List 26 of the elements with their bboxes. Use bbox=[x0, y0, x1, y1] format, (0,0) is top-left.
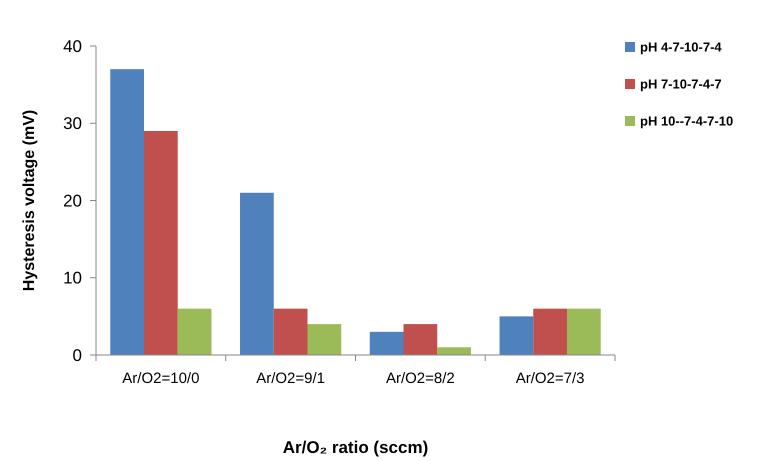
bar bbox=[500, 316, 534, 355]
y-tick-label: 30 bbox=[63, 114, 82, 134]
bar bbox=[274, 308, 308, 355]
y-tick-label: 10 bbox=[63, 268, 82, 288]
bar bbox=[404, 324, 438, 355]
y-tick-label: 0 bbox=[72, 346, 82, 365]
bar bbox=[144, 130, 178, 355]
y-tick-label: 20 bbox=[63, 191, 82, 210]
bar bbox=[566, 308, 601, 355]
y-axis-title: Hysteresis voltage (mV) bbox=[21, 110, 38, 292]
legend-label: pH 7-10-7-4-7 bbox=[640, 76, 722, 92]
x-tick-label: Ar/O2=8/2 bbox=[386, 370, 455, 387]
y-tick-label: 40 bbox=[63, 36, 82, 56]
bar bbox=[370, 332, 404, 355]
legend-label: pH 10--7-4-7-10 bbox=[640, 114, 734, 129]
bar bbox=[240, 192, 274, 355]
x-tick-label: Ar/O2=10/0 bbox=[122, 370, 200, 387]
x-axis-title: Ar/O₂ ratio (sccm) bbox=[282, 438, 428, 457]
bar bbox=[437, 347, 471, 355]
bar bbox=[178, 308, 212, 355]
bar bbox=[110, 69, 144, 355]
x-tick-label: Ar/O2=7/3 bbox=[516, 370, 585, 387]
legend-label: pH 4-7-10-7-4 bbox=[640, 40, 722, 55]
x-tick-label: Ar/O2=9/1 bbox=[256, 370, 326, 387]
bar bbox=[307, 324, 342, 355]
bar bbox=[533, 308, 567, 355]
